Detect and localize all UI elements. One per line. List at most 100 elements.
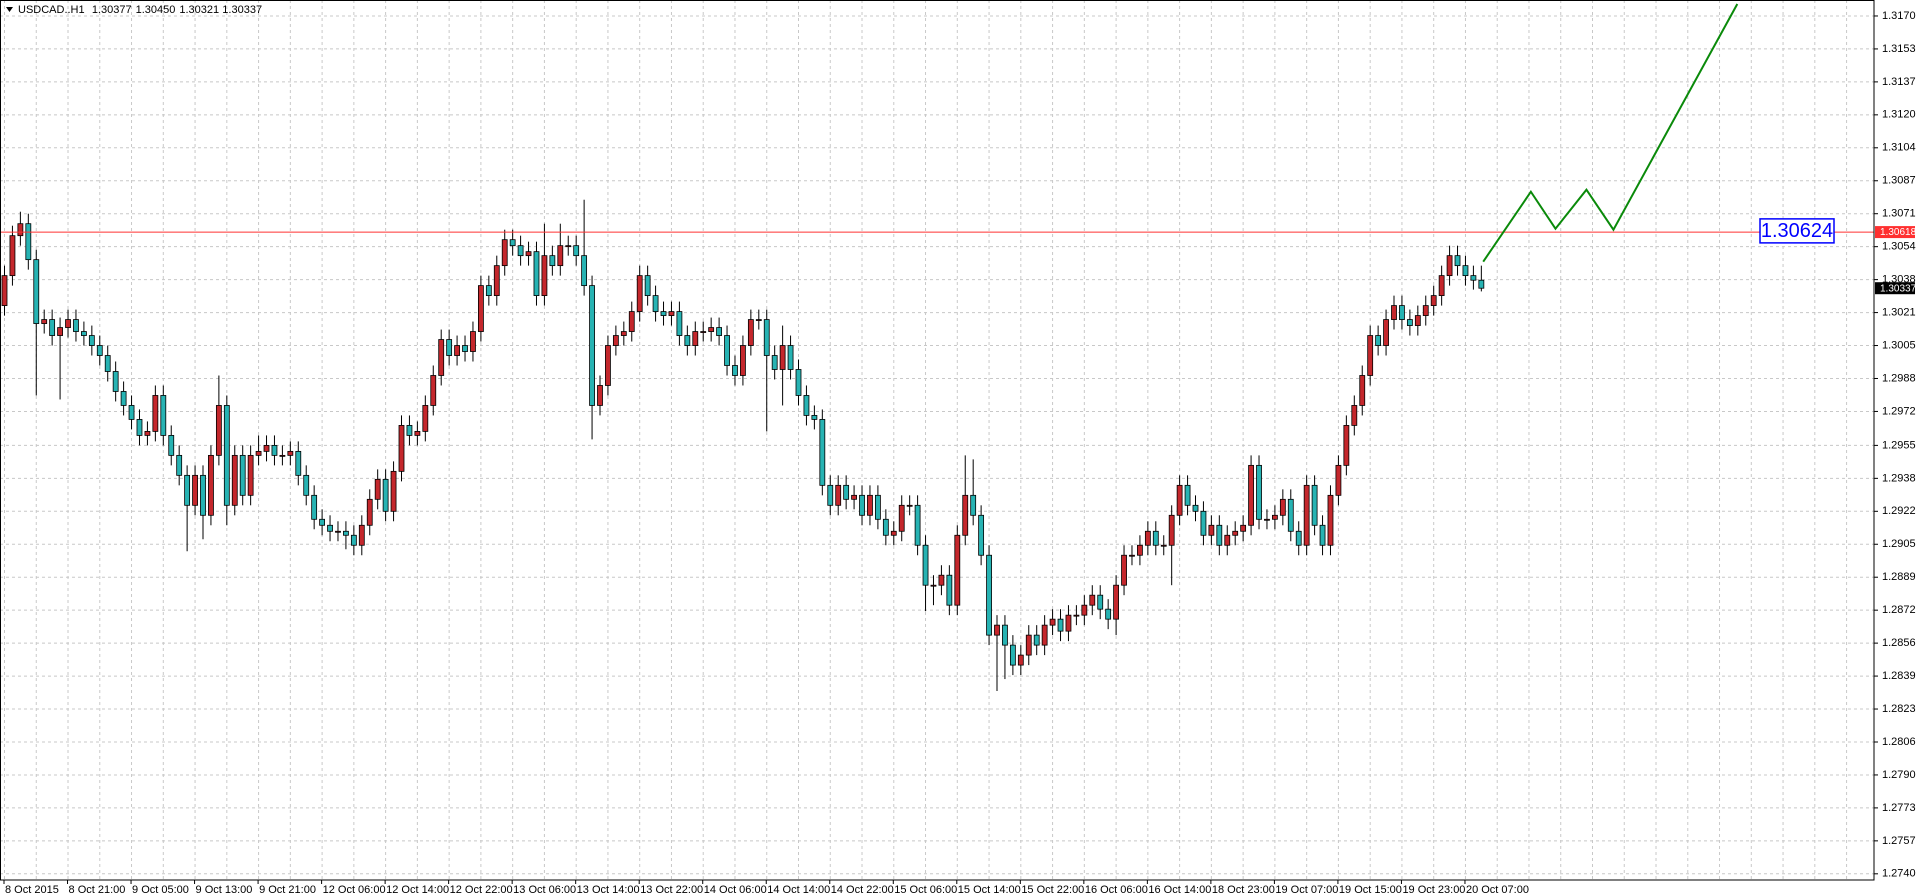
candle-body	[509, 239, 516, 247]
candle-body	[33, 259, 40, 324]
candle-body	[1264, 518, 1270, 521]
y-tick-label: 1.27570	[1882, 835, 1916, 847]
x-tick-label: 19 Oct 23:00	[1402, 884, 1465, 896]
candle-body	[279, 454, 286, 457]
candle-body	[954, 534, 961, 606]
candle-body	[454, 345, 460, 356]
candle-body	[612, 335, 619, 346]
candle-body	[859, 494, 865, 516]
x-tick-label: 14 Oct 22:00	[831, 884, 894, 896]
plot-area	[0, 3, 1874, 692]
candle-body	[1287, 498, 1294, 532]
candle-body	[1311, 484, 1318, 526]
x-tick-label: 9 Oct 21:00	[259, 884, 316, 896]
y-tick-label: 1.29720	[1882, 405, 1916, 417]
candle-body	[350, 534, 357, 546]
y-tick-label: 1.30710	[1882, 208, 1916, 220]
candle-body	[1208, 524, 1215, 536]
candle-body	[1129, 554, 1135, 557]
candle-body	[1446, 255, 1453, 277]
candle-body	[470, 331, 476, 352]
y-tick-label: 1.27405	[1882, 868, 1916, 880]
candle-body	[398, 425, 405, 472]
candle-body	[120, 391, 127, 406]
x-tick-label: 12 Oct 22:00	[450, 884, 513, 896]
candle-body	[1240, 524, 1247, 532]
candle-body	[1025, 634, 1032, 656]
candle-body	[628, 311, 635, 332]
candle-body	[160, 395, 167, 436]
candle-body	[970, 494, 977, 516]
y-tick-label: 1.31700	[1882, 10, 1916, 22]
y-tick-label: 1.31535	[1882, 43, 1916, 55]
open-value: 1.30377	[92, 4, 132, 16]
x-tick-label: 16 Oct 06:00	[1085, 884, 1148, 896]
candle-body	[914, 504, 921, 546]
candle-body	[620, 331, 627, 336]
candle-body	[644, 275, 651, 296]
candle-body	[533, 251, 540, 296]
candle-body	[1478, 279, 1485, 289]
candle-body	[724, 335, 730, 366]
candle-body	[660, 311, 667, 316]
candle-body	[231, 454, 238, 506]
hline-price-label: 1.30618	[1880, 227, 1916, 238]
x-tick-label: 19 Oct 15:00	[1339, 884, 1402, 896]
candle-body	[208, 454, 214, 516]
candle-body	[684, 335, 691, 346]
candle-body	[96, 345, 103, 356]
candle-body	[422, 405, 429, 432]
x-tick-label: 18 Oct 23:00	[1212, 884, 1275, 896]
y-tick-label: 1.28230	[1882, 703, 1916, 715]
candle-body	[779, 345, 786, 370]
plot-frame	[0, 0, 1875, 881]
candle-body	[581, 255, 588, 287]
candle-body	[343, 530, 349, 536]
candle-body	[215, 405, 222, 456]
candle-body	[192, 474, 198, 506]
x-tick-label: 8 Oct 21:00	[69, 884, 126, 896]
menu-triangle[interactable]	[6, 7, 13, 12]
candle-body	[668, 311, 675, 316]
candle-body	[1049, 618, 1056, 626]
candle-body	[485, 285, 492, 296]
candle-body	[525, 251, 532, 257]
y-tick-label: 1.29885	[1882, 372, 1916, 384]
candle-body	[1438, 275, 1445, 296]
y-tick-label: 1.30050	[1882, 339, 1916, 351]
candle-body	[446, 339, 453, 356]
candle-body	[1319, 524, 1326, 546]
candle-body	[1335, 464, 1342, 496]
forecast-line	[1482, 3, 1739, 263]
x-tick-label: 20 Oct 07:00	[1466, 884, 1529, 896]
candle-body	[1414, 315, 1421, 326]
candle-body	[1399, 305, 1405, 320]
candle-body	[740, 345, 746, 376]
candle-body	[763, 319, 770, 356]
candle-body	[795, 369, 802, 396]
candle-body	[716, 327, 722, 336]
candle-body	[144, 431, 151, 436]
candle-body	[319, 518, 326, 526]
candle-body	[271, 444, 278, 456]
current-price-label: 1.30337	[1880, 283, 1916, 294]
candle-body	[755, 319, 762, 321]
y-tick-label: 1.27900	[1882, 769, 1916, 781]
candle-body	[1343, 425, 1350, 466]
candle-body	[1462, 265, 1469, 277]
candle-body	[890, 530, 897, 536]
candle-body	[1041, 624, 1048, 646]
candle-body	[1367, 335, 1374, 376]
current-price-box	[1875, 282, 1915, 295]
candle-body	[152, 395, 159, 432]
candle-body	[1256, 464, 1262, 520]
x-tick-label: 8 Oct 2015	[5, 884, 59, 896]
symbol: USDCAD..H1	[18, 4, 85, 16]
candle-body	[1327, 494, 1334, 546]
candle-body	[1272, 514, 1278, 520]
candle-body	[930, 584, 937, 587]
candle-body	[1391, 305, 1397, 320]
y-tick-label: 1.29220	[1882, 505, 1916, 517]
candle-body	[573, 245, 580, 257]
